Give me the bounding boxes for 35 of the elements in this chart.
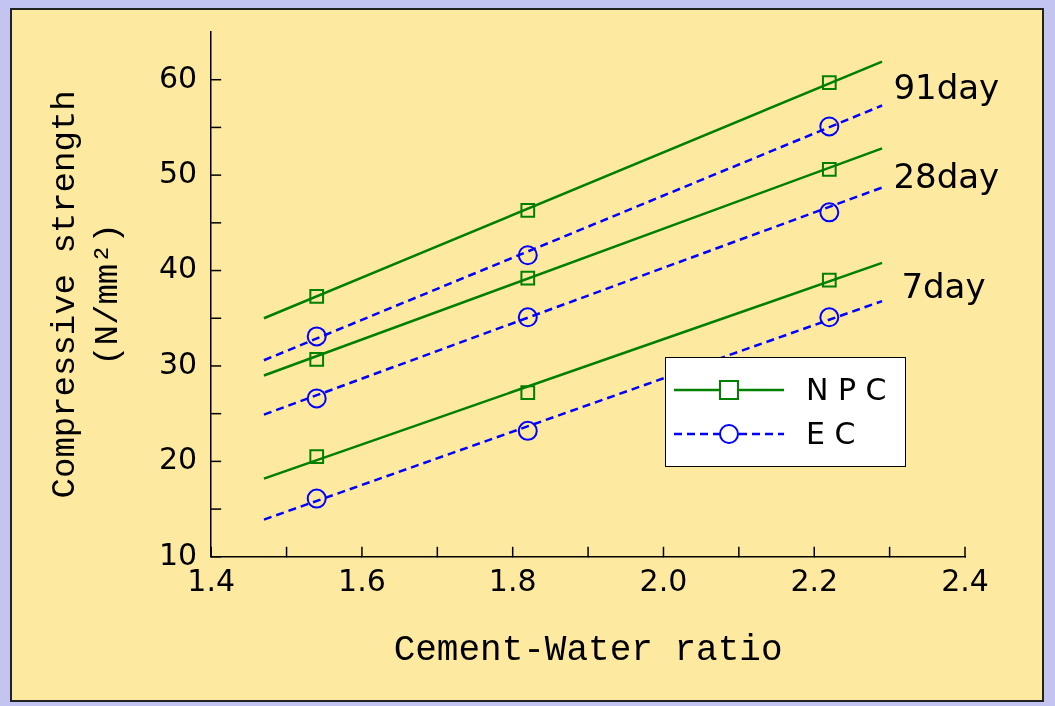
text: 2.0 <box>639 562 688 598</box>
point <box>520 385 536 401</box>
x-tick-label: 1.8 <box>488 562 537 598</box>
point <box>306 326 327 347</box>
point <box>306 388 327 409</box>
y-tick-label: 40 <box>158 250 198 286</box>
y-tick-label: 60 <box>158 59 198 95</box>
point <box>520 270 536 286</box>
point <box>517 420 538 441</box>
point <box>819 202 840 223</box>
point <box>821 75 837 90</box>
point <box>819 116 840 137</box>
point <box>821 162 837 177</box>
point <box>821 272 837 288</box>
point <box>306 488 327 509</box>
point <box>520 203 536 218</box>
y-tick-label: 50 <box>158 154 198 190</box>
y-tick-label: 30 <box>158 345 198 381</box>
legend-label: E C <box>806 416 856 452</box>
legend-label: N P C <box>806 372 887 408</box>
x-tick-label: 2.4 <box>941 562 989 598</box>
point <box>517 245 538 266</box>
x-tick-label: 1.6 <box>338 562 386 598</box>
point <box>819 307 840 328</box>
annotation: 7day <box>901 265 986 306</box>
x-axis-title: Cement-Water ratio <box>393 629 783 671</box>
y-axis-title: Compressive strength (N/mm²) <box>46 90 127 499</box>
point <box>309 351 325 367</box>
point <box>309 288 325 304</box>
point <box>517 307 538 328</box>
x-tick-label: 2.2 <box>790 562 839 598</box>
point <box>309 449 325 464</box>
y-tick-label: 20 <box>158 441 198 477</box>
annotation: 91day <box>893 66 1000 107</box>
annotation: 28day <box>893 155 1000 196</box>
